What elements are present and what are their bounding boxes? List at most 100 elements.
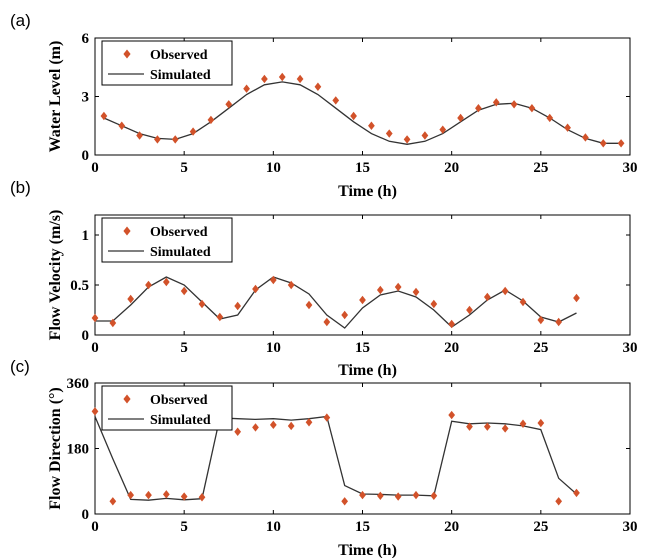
- chart-panel-3: (c) 0 5 10 15 20 25 30 0 180 360 Time (h) Flow Direc…: [10, 357, 638, 558]
- observed-point: [305, 300, 313, 310]
- chart-panel-2: (b) 0 5 10 15 20 25 30 0 0.5 1 Time (h) Flow Velocit…: [10, 178, 638, 379]
- observed-point: [225, 100, 233, 109]
- legend-observed-label: Observed: [150, 393, 208, 408]
- observed-point: [136, 131, 143, 140]
- observed-point: [189, 127, 197, 136]
- x-tick-label: 0: [91, 340, 99, 356]
- observed-point: [91, 313, 99, 323]
- observed-point: [314, 82, 322, 91]
- observed-point: [412, 490, 420, 500]
- observed-point: [109, 318, 117, 328]
- observed-point: [385, 129, 393, 138]
- observed-point: [127, 490, 135, 500]
- observed-point: [305, 418, 313, 427]
- observed-point: [483, 292, 491, 302]
- legend-box: [101, 217, 233, 263]
- y-axis-title: Flow Direction (°): [47, 387, 64, 510]
- observed-point: [287, 421, 295, 431]
- observed-point: [528, 104, 536, 113]
- observed-point: [555, 497, 563, 506]
- x-tick-label: 0: [91, 160, 99, 176]
- observed-point: [198, 299, 206, 309]
- y-axis-title: Water Level (m): [47, 41, 64, 153]
- x-tick-label: 5: [180, 160, 188, 176]
- observed-point: [341, 497, 349, 506]
- observed-point: [323, 413, 331, 422]
- observed-point: [412, 287, 420, 297]
- observed-point: [421, 131, 429, 140]
- observed-point: [403, 135, 411, 144]
- panel-label: (a): [10, 11, 31, 30]
- observed-point: [269, 275, 277, 285]
- x-tick-label: 5: [180, 340, 188, 356]
- y-tick-label: 0: [82, 507, 90, 523]
- y-tick-label: 6: [82, 31, 90, 47]
- observed-point: [145, 490, 152, 500]
- observed-point: [537, 418, 545, 428]
- x-tick-label: 5: [180, 519, 188, 535]
- simulated-series-line: [95, 276, 577, 329]
- observed-point: [252, 423, 259, 432]
- x-tick-label: 15: [355, 160, 370, 176]
- observed-point: [359, 295, 366, 305]
- observed-point: [341, 310, 349, 320]
- simulated-series-line: [94, 415, 577, 501]
- observed-point: [510, 100, 518, 109]
- observed-point: [448, 410, 456, 420]
- observed-point: [555, 317, 563, 327]
- observed-point: [323, 317, 331, 327]
- observed-point: [537, 315, 545, 325]
- observed-point: [564, 123, 571, 132]
- observed-point: [296, 74, 304, 84]
- legend-simulated-label: Simulated: [150, 413, 211, 428]
- legend-observed-marker: [123, 49, 131, 59]
- observed-point: [448, 319, 456, 329]
- legend-simulated-label: Simulated: [150, 68, 211, 83]
- y-tick-label: 360: [67, 376, 90, 392]
- observed-point: [171, 135, 179, 144]
- observed-point: [216, 312, 224, 322]
- observed-point: [350, 111, 357, 121]
- observed-point: [359, 490, 366, 500]
- observed-point: [430, 491, 438, 501]
- legend-observed-label: Observed: [150, 225, 208, 240]
- observed-point: [234, 301, 242, 311]
- observed-point: [269, 420, 277, 430]
- observed-point: [234, 427, 242, 436]
- x-tick-label: 30: [623, 519, 638, 535]
- observed-point: [198, 493, 206, 502]
- y-tick-label: 1: [82, 228, 90, 244]
- observed-point: [573, 488, 580, 498]
- x-tick-label: 25: [533, 340, 548, 356]
- x-tick-label: 20: [444, 160, 459, 176]
- observed-point: [501, 424, 509, 433]
- x-tick-label: 10: [266, 519, 281, 535]
- x-tick-label: 30: [623, 160, 638, 176]
- observed-point: [617, 139, 625, 148]
- panel-label: (b): [10, 178, 31, 197]
- x-tick-label: 0: [91, 519, 99, 535]
- x-tick-label: 20: [444, 340, 459, 356]
- observed-point: [100, 111, 108, 121]
- chart-panel-1: (a) 0 5 10 15 20 25 30 0 3 6 Time (h) Water Level (m…: [10, 11, 638, 200]
- observed-point: [394, 492, 402, 501]
- observed-point: [261, 74, 268, 84]
- x-tick-label: 20: [444, 519, 459, 535]
- observed-point: [154, 135, 161, 144]
- simulated-series-line: [103, 81, 622, 145]
- observed-point: [519, 419, 527, 428]
- observed-point: [394, 282, 402, 292]
- y-axis-title: Flow Velocity (m/s): [47, 210, 64, 341]
- x-tick-label: 15: [355, 340, 370, 356]
- observed-point: [599, 139, 607, 148]
- observed-point: [162, 490, 170, 499]
- observed-point: [466, 305, 473, 315]
- observed-point: [145, 280, 152, 290]
- y-tick-label: 3: [82, 90, 90, 106]
- observed-point: [501, 286, 509, 296]
- x-tick-label: 10: [266, 160, 281, 176]
- legend-observed-label: Observed: [150, 48, 208, 63]
- x-tick-label: 15: [355, 519, 370, 535]
- x-tick-label: 30: [623, 340, 638, 356]
